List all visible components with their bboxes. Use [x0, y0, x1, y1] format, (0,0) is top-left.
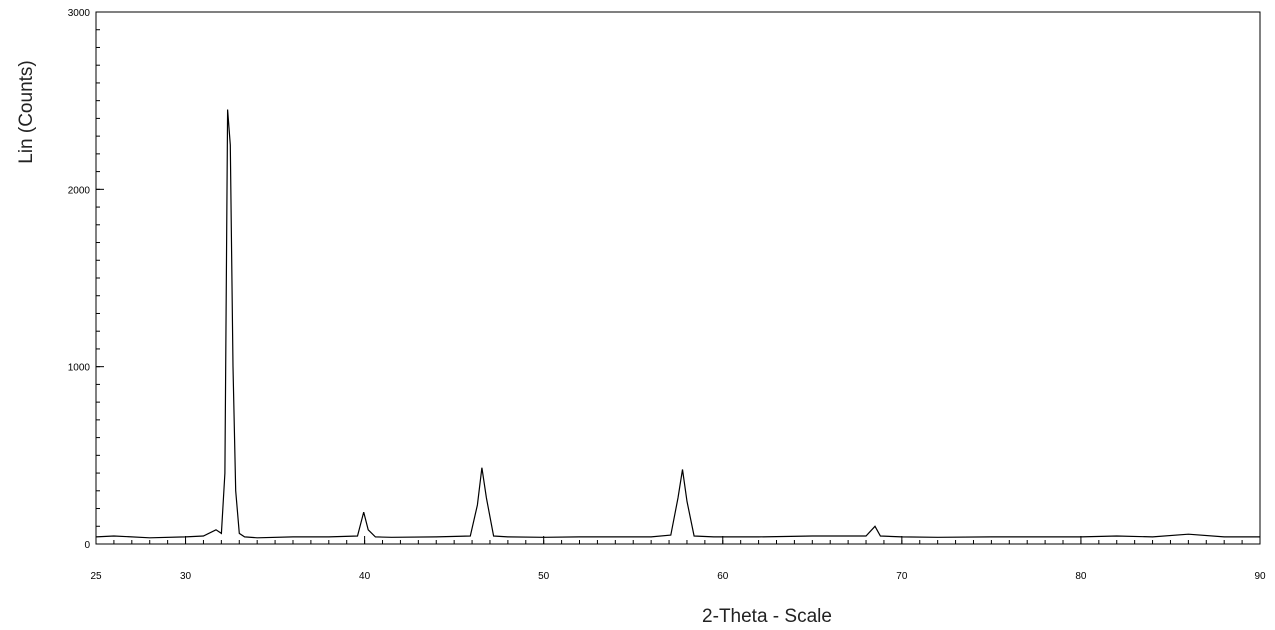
y-axis-ticks: 0 1000 2000 3000: [68, 8, 104, 551]
x-tick-label: 50: [538, 571, 550, 582]
x-tick-label: 90: [1254, 571, 1266, 582]
y-minor-ticks: [96, 11, 100, 545]
x-axis-title: 2-Theta - Scale: [702, 606, 832, 627]
series-line: [95, 109, 1260, 539]
x-minor-ticks: [95, 540, 1261, 544]
y-tick-label: 0: [84, 540, 90, 551]
y-tick-label: 3000: [68, 8, 91, 19]
x-tick-label: 25: [90, 571, 102, 582]
x-tick-label: 60: [717, 571, 729, 582]
y-tick-label: 1000: [68, 363, 91, 374]
x-tick-label: 80: [1075, 571, 1087, 582]
plot-frame: [95, 11, 1261, 545]
x-axis-ticks: 25 30 40 50 60 70 80 90: [90, 536, 1266, 582]
x-tick-label: 30: [180, 571, 192, 582]
x-tick-label: 40: [359, 571, 371, 582]
x-tick-label: 70: [896, 571, 908, 582]
y-tick-label: 2000: [68, 185, 91, 196]
y-axis-title: Lin (Counts): [16, 60, 37, 164]
